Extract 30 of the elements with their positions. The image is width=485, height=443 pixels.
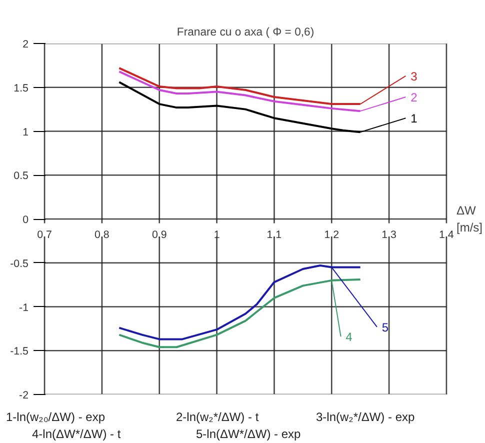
x-tick-label: 0.7	[37, 229, 52, 241]
y-tick-label: -1.5	[10, 346, 29, 358]
y-tick-label: 1	[22, 126, 29, 138]
y-tick-label: 1.5	[14, 82, 29, 94]
line-series	[118, 278, 362, 348]
x-tick-label: 1.1	[266, 229, 282, 241]
x-tick-label: 1.2	[324, 229, 340, 241]
x-axis-title: ΔW [m/s]	[456, 204, 482, 234]
y-tick-label: -1	[19, 302, 29, 314]
chart-title: Franare cu o axa ( Φ = 0,6)	[176, 26, 314, 38]
text: 4	[346, 330, 353, 344]
text: 5-ln(ΔW*/ΔW) - exp	[196, 426, 301, 443]
text: 3	[410, 69, 418, 84]
text: 4-ln(ΔW*/ΔW) - t	[32, 426, 121, 443]
y-tick-label: 2	[22, 38, 29, 50]
text: 2-ln(w₂*/ΔW) - t	[176, 409, 259, 426]
x-tick-label: 0.8	[94, 229, 110, 241]
x-tick-label: 0.9	[152, 229, 167, 241]
legend-label: 2	[410, 90, 418, 105]
text: 5	[382, 320, 389, 334]
y-tick-label: -0.5	[10, 258, 29, 270]
legend-label: 1	[410, 112, 418, 126]
y-tick-label: 0	[22, 214, 29, 226]
x-tick-label: 1	[214, 229, 220, 241]
y-tick-label: -2	[19, 390, 29, 402]
x-tick-label: 1.3	[382, 229, 397, 241]
text: 1-ln(w₂₀/ΔW) - exp	[6, 409, 105, 426]
text: 3-ln(w₂*/ΔW) - exp	[316, 409, 415, 426]
y-tick-label: 0.5	[14, 170, 29, 182]
x-tick-label: 1.4	[439, 229, 454, 241]
